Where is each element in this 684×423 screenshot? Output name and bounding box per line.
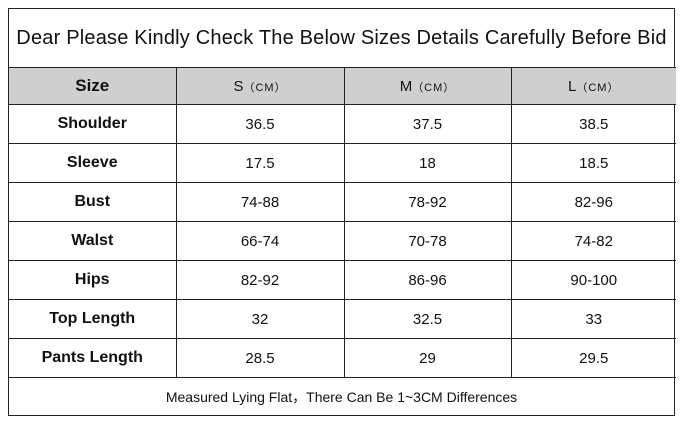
row-label: Hips	[9, 260, 177, 300]
table-cell: 66-74	[175, 221, 345, 261]
row-label: Bust	[9, 182, 177, 222]
size-table: Size S（CM） M（CM） L（CM） Shoulder 36.5 37.…	[9, 67, 676, 378]
table-row: Pants Length 28.5 29 29.5	[9, 338, 676, 378]
table-cell: 32	[175, 299, 345, 339]
row-label: Pants Length	[9, 338, 177, 378]
table-cell: 86-96	[343, 260, 512, 300]
table-row: Bust 74-88 78-92 82-96	[9, 182, 676, 222]
row-label: Sleeve	[9, 143, 177, 183]
size-unit: （CM）	[576, 81, 620, 94]
table-row: Sleeve 17.5 18 18.5	[9, 143, 676, 183]
size-unit: （CM）	[412, 81, 456, 94]
table-cell: 78-92	[343, 182, 512, 222]
size-chart: Dear Please Kindly Check The Below Sizes…	[8, 8, 676, 416]
table-cell: 18.5	[510, 143, 676, 183]
row-label: Top Length	[9, 299, 177, 339]
table-cell: 28.5	[175, 338, 345, 378]
table-cell: 32.5	[343, 299, 512, 339]
table-cell: 82-96	[510, 182, 676, 222]
table-cell: 74-88	[175, 182, 345, 222]
table-cell: 74-82	[510, 221, 676, 261]
size-letter: M	[399, 77, 413, 95]
table-cell: 90-100	[510, 260, 676, 300]
table-row: Hips 82-92 86-96 90-100	[9, 260, 676, 300]
table-cell: 29	[343, 338, 512, 378]
header-size-l: L（CM）	[510, 67, 676, 105]
table-row: Walst 66-74 70-78 74-82	[9, 221, 676, 261]
table-cell: 36.5	[175, 104, 345, 144]
table-cell: 33	[510, 299, 676, 339]
table-cell: 38.5	[510, 104, 676, 144]
table-cell: 17.5	[175, 143, 345, 183]
size-unit: （CM）	[243, 81, 287, 94]
row-label: Walst	[9, 221, 177, 261]
header-row: Size S（CM） M（CM） L（CM）	[9, 67, 676, 105]
table-row: Top Length 32 32.5 33	[9, 299, 676, 339]
header-size-label: Size	[9, 67, 177, 105]
size-letter: L	[568, 77, 577, 95]
table-cell: 82-92	[175, 260, 345, 300]
table-cell: 29.5	[510, 338, 676, 378]
table-row: Shoulder 36.5 37.5 38.5	[9, 104, 676, 144]
chart-title: Dear Please Kindly Check The Below Sizes…	[16, 26, 667, 49]
header-size-m: M（CM）	[343, 67, 512, 105]
row-label: Shoulder	[9, 104, 177, 144]
header-size-s: S（CM）	[175, 67, 345, 105]
size-letter: S	[233, 77, 244, 95]
table-cell: 37.5	[343, 104, 512, 144]
table-cell: 70-78	[343, 221, 512, 261]
measurement-note: Measured Lying Flat，There Can Be 1~3CM D…	[9, 377, 674, 415]
table-cell: 18	[343, 143, 512, 183]
